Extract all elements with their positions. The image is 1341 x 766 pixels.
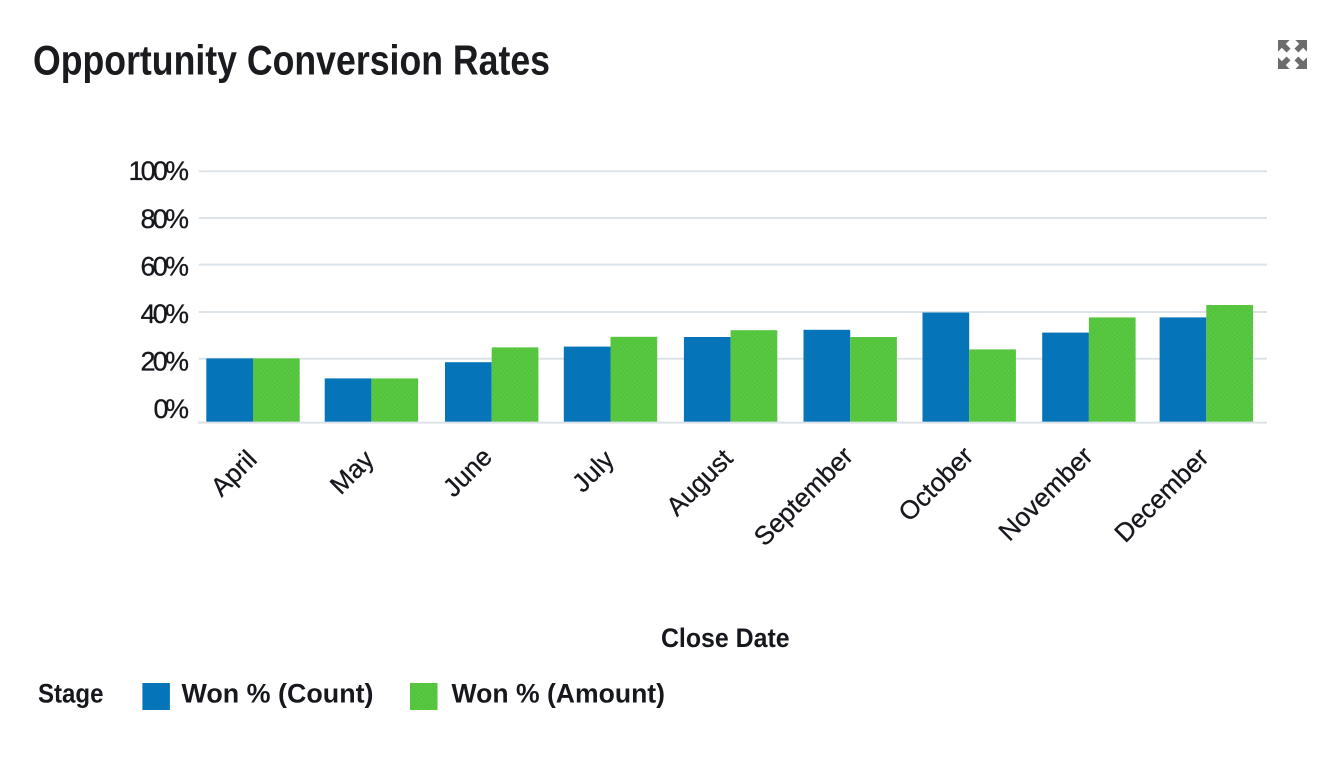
svg-text:November: November (992, 440, 1098, 546)
svg-text:Opportunity Conversion Rates: Opportunity Conversion Rates (33, 37, 550, 84)
svg-text:September: September (748, 440, 859, 551)
svg-text:0%: 0% (154, 394, 190, 424)
svg-text:July: July (566, 444, 620, 498)
svg-text:Stage: Stage (38, 678, 104, 708)
svg-text:August: August (660, 442, 739, 521)
svg-text:April: April (205, 444, 263, 502)
svg-text:Won % (Count): Won % (Count) (182, 678, 374, 708)
svg-text:Won % (Amount): Won % (Amount) (452, 678, 666, 708)
svg-text:October: October (892, 440, 979, 527)
svg-text:June: June (437, 442, 498, 503)
svg-text:40%: 40% (141, 299, 190, 329)
svg-text:20%: 20% (141, 347, 190, 377)
svg-text:May: May (324, 444, 380, 500)
svg-text:Close Date: Close Date (661, 623, 790, 653)
svg-text:80%: 80% (141, 204, 190, 234)
svg-text:60%: 60% (141, 251, 190, 281)
svg-text:100%: 100% (129, 156, 190, 186)
svg-text:December: December (1108, 442, 1214, 548)
